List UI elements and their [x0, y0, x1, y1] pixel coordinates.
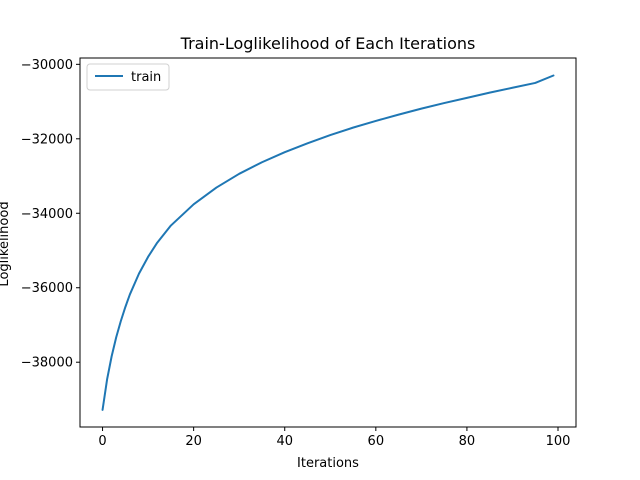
x-axis-label: Iterations [297, 456, 359, 471]
x-tick-label: 0 [98, 434, 106, 449]
x-tick-label: 60 [368, 434, 385, 449]
legend-label-train: train [131, 70, 161, 85]
legend: train [86, 63, 170, 91]
axes-background [80, 58, 576, 427]
x-tick-label: 40 [276, 434, 293, 449]
series-line-train [101, 74, 555, 411]
y-tick-label: −32000 [21, 132, 73, 147]
legend-box [86, 63, 170, 91]
y-tick-label: −36000 [21, 281, 73, 296]
chart-title: Train-Loglikelihood of Each Iterations [180, 34, 476, 53]
y-tick-label: −30000 [21, 58, 73, 73]
series-layer [101, 74, 555, 411]
x-tick-label: 100 [546, 434, 571, 449]
x-axis-ticks: 0 20 40 60 80 100 [98, 427, 570, 449]
x-tick-label: 80 [459, 434, 476, 449]
axes-frame [79, 57, 577, 428]
x-tick-label: 20 [185, 434, 202, 449]
y-tick-label: −34000 [21, 207, 73, 222]
plot-area [79, 57, 577, 428]
y-axis-ticks: −38000 −36000 −34000 −32000 −30000 [21, 58, 80, 371]
y-axis-label: Loglikelihood [0, 201, 12, 286]
y-tick-label: −38000 [21, 356, 73, 371]
